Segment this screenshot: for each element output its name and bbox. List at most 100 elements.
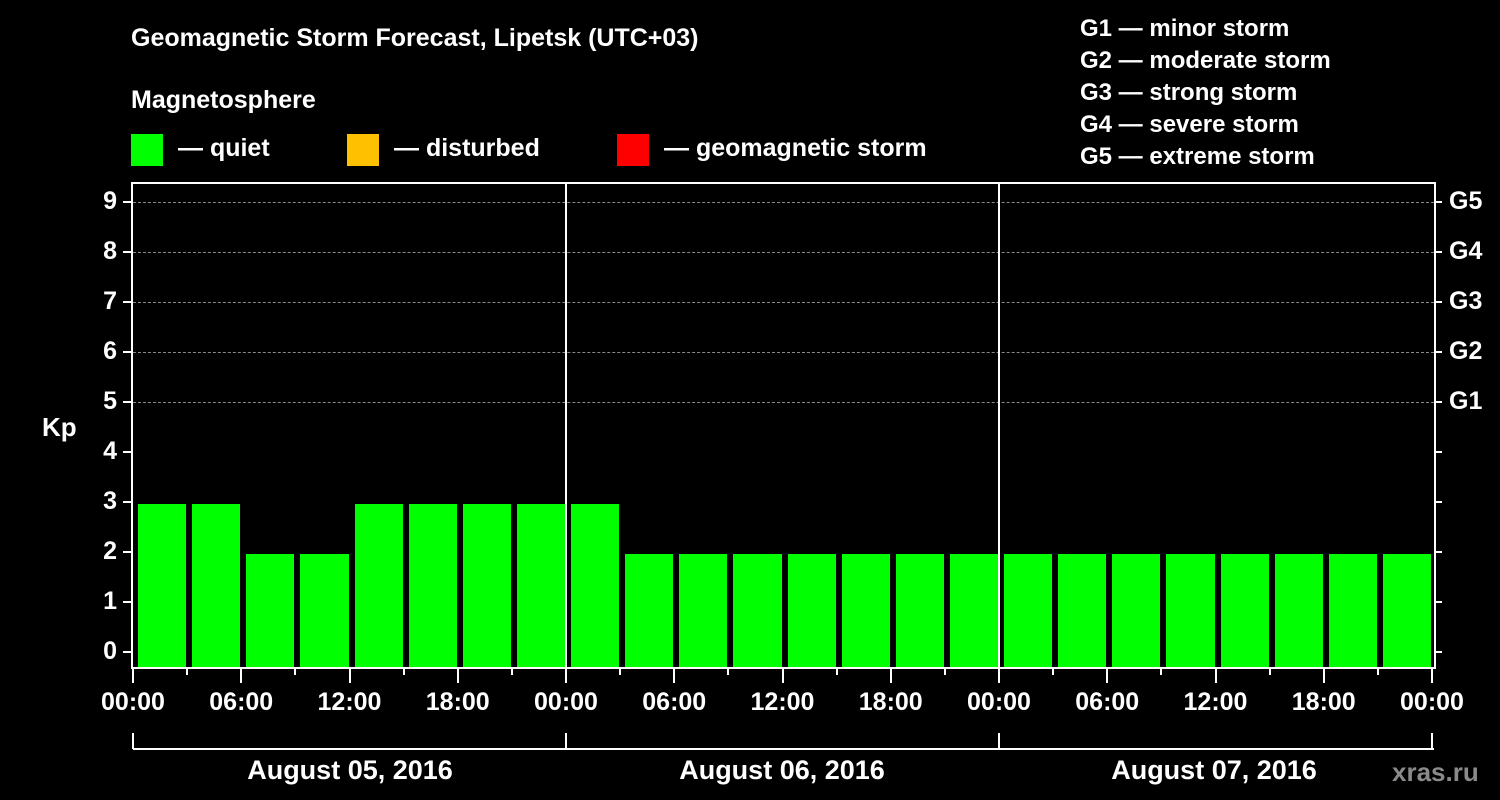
kp-bar [895,554,944,667]
kp-bar [408,504,457,667]
y-tick-label: 4 [103,437,117,465]
y-tick [123,451,131,453]
x-tick-label: 06:00 [642,688,707,716]
gridline-kp-6 [133,352,1434,353]
right-y-tick [1434,251,1442,253]
x-tick [619,667,622,675]
x-tick [1268,667,1271,675]
g-scale-legend-g2: G2 — moderate storm [1080,47,1331,74]
x-tick [186,667,189,675]
kp-bar [1112,554,1161,667]
x-tick [1431,667,1433,683]
x-tick [727,667,730,675]
kp-bar [246,554,295,667]
g-scale-tick-label: G3 [1449,287,1483,315]
x-tick [402,667,405,675]
chart-subtitle: Magnetosphere [131,86,316,114]
kp-bar [787,554,836,667]
legend-swatch-storm [617,134,649,166]
kp-bar [625,554,674,667]
y-tick-label: 1 [103,587,117,615]
date-bracket-tick [998,733,1000,749]
y-tick [123,551,131,553]
y-tick-label: 0 [103,637,117,665]
right-y-tick [1434,401,1442,403]
gridline-kp-9 [133,202,1434,203]
x-tick [1214,667,1217,683]
x-tick [565,667,567,683]
x-tick-label: 06:00 [1075,688,1140,716]
chart-title: Geomagnetic Storm Forecast, Lipetsk (UTC… [131,24,699,52]
kp-bar [1382,554,1431,667]
y-tick-label: 5 [103,387,117,415]
kp-bar [841,554,890,667]
x-tick-label: 18:00 [425,688,490,716]
date-bracket-tick [1431,733,1433,749]
x-tick [1160,667,1163,675]
kp-bar [354,504,403,667]
day-separator [998,182,1000,669]
g-scale-tick-label: G5 [1449,187,1483,215]
right-y-tick [1434,301,1442,303]
legend-label-disturbed: — disturbed [394,134,540,162]
x-tick-label: 00:00 [101,688,165,716]
right-y-tick [1434,601,1442,603]
g-scale-tick-label: G1 [1449,387,1483,415]
x-tick [1052,667,1055,675]
x-tick [1376,667,1379,675]
x-tick-label: 00:00 [1400,688,1464,716]
kp-bar [1058,554,1107,667]
y-axis-label: Kp [42,412,77,442]
x-tick [673,667,676,683]
x-tick [1322,667,1325,683]
g-scale-legend-g4: G4 — severe storm [1080,111,1299,138]
x-tick [348,667,351,683]
x-tick-label: 12:00 [1183,688,1248,716]
kp-bar [462,504,511,667]
y-tick-label: 9 [103,187,117,215]
y-tick [123,501,131,503]
legend-label-storm: — geomagnetic storm [664,134,927,162]
x-tick [294,667,297,675]
g-scale-tick-label: G2 [1449,337,1483,365]
kp-bar [138,504,187,667]
x-tick [456,667,459,683]
x-tick [889,667,892,683]
y-tick [123,251,131,253]
kp-bar [679,554,728,667]
date-label-day1: August 05, 2016 [247,755,453,785]
x-tick-label: 00:00 [534,688,598,716]
x-tick [240,667,243,683]
y-tick-label: 6 [103,337,117,365]
y-tick [123,351,131,353]
x-tick-label: 12:00 [317,688,382,716]
x-tick [1106,667,1109,683]
x-tick-label: 12:00 [750,688,815,716]
legend-swatch-quiet [131,134,163,166]
right-y-tick [1434,501,1442,503]
gridline-kp-7 [133,302,1434,303]
y-tick-label: 2 [103,537,117,565]
date-bracket-tick [565,733,567,749]
x-tick-label: 06:00 [209,688,274,716]
right-y-tick [1434,351,1442,353]
x-tick [943,667,946,675]
gridline-kp-5 [133,402,1434,403]
kp-bar [1166,554,1215,667]
right-y-tick [1434,551,1442,553]
x-tick [998,667,1000,683]
kp-bar [1004,554,1053,667]
right-y-tick [1434,451,1442,453]
kp-bar [516,504,565,667]
y-tick [123,601,131,603]
x-tick [132,667,134,683]
gridline-kp-8 [133,252,1434,253]
x-tick [835,667,838,675]
g-scale-legend-g5: G5 — extreme storm [1080,143,1315,170]
x-tick-label: 18:00 [858,688,923,716]
kp-bar [949,554,998,667]
x-tick-label: 00:00 [967,688,1031,716]
kp-bar [571,504,620,667]
kp-bar [192,504,241,667]
kp-bar [733,554,782,667]
